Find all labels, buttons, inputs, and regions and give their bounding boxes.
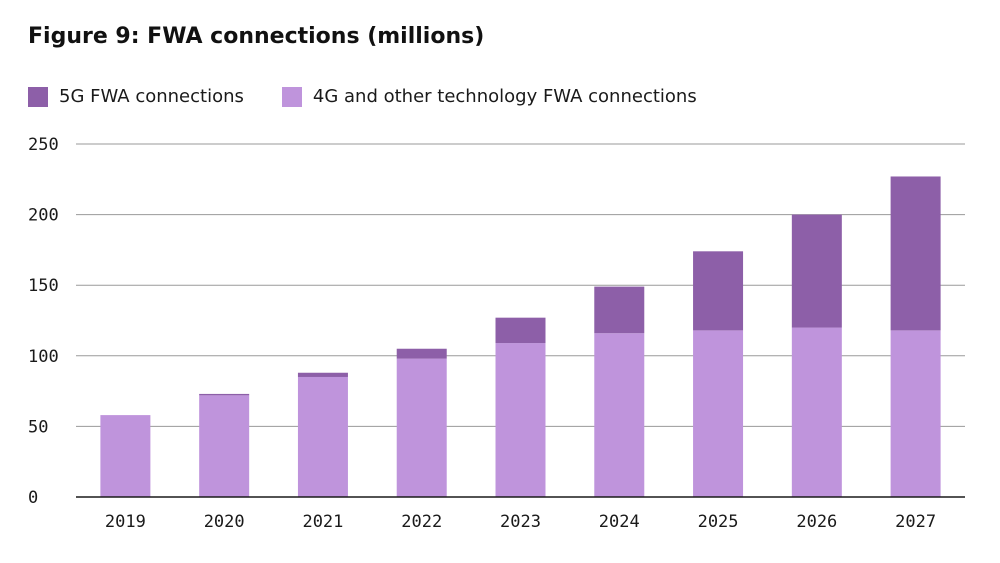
bar-2026-5g	[791, 214, 842, 328]
legend-item-4g: 4G and other technology FWA connections	[281, 86, 697, 107]
legend-swatch-5g	[28, 86, 48, 107]
y-tick-label-250: 250	[28, 135, 59, 155]
bar-2023-4g	[495, 343, 546, 497]
bar-2025-5g	[693, 251, 744, 331]
bar-2022-4g	[396, 358, 447, 497]
bar-2021-4g	[297, 376, 348, 497]
x-tick-label-2026: 2026	[796, 512, 837, 532]
x-tick-label-2019: 2019	[105, 512, 146, 532]
bar-2021-5g	[297, 372, 348, 377]
x-tick-label-2023: 2023	[500, 512, 541, 532]
legend-label-5g: 5G FWA connections	[59, 86, 244, 107]
y-tick-label-50: 50	[28, 417, 48, 437]
y-tick-label-0: 0	[28, 488, 38, 508]
x-tick-label-2027: 2027	[895, 512, 936, 532]
legend-item-5g: 5G FWA connections	[28, 86, 244, 107]
chart-title: Figure 9: FWA connections (millions)	[28, 24, 485, 49]
bar-2023-5g	[495, 317, 546, 344]
y-tick-label-100: 100	[28, 347, 59, 367]
y-tick-label-200: 200	[28, 206, 59, 226]
y-tick-label-150: 150	[28, 276, 59, 296]
x-tick-label-2021: 2021	[302, 512, 343, 532]
bar-2026-4g	[791, 327, 842, 497]
legend: 5G FWA connections 4G and other technolo…	[28, 86, 735, 107]
legend-swatch-4g	[281, 86, 302, 107]
bar-2022-5g	[396, 348, 447, 359]
x-tick-label-2022: 2022	[401, 512, 442, 532]
x-tick-label-2020: 2020	[204, 512, 245, 532]
bar-2025-4g	[693, 330, 744, 497]
legend-label-4g: 4G and other technology FWA connections	[312, 86, 697, 107]
x-tick-label-2024: 2024	[599, 512, 640, 532]
bar-2024-4g	[594, 333, 645, 497]
bar-2027-4g	[890, 330, 941, 497]
bar-2024-5g	[594, 286, 645, 334]
bar-2020-5g	[199, 393, 250, 396]
bar-2019-4g	[100, 415, 151, 497]
x-tick-label-2025: 2025	[698, 512, 739, 532]
bar-2020-4g	[199, 395, 250, 497]
bar-2027-5g	[890, 176, 941, 331]
